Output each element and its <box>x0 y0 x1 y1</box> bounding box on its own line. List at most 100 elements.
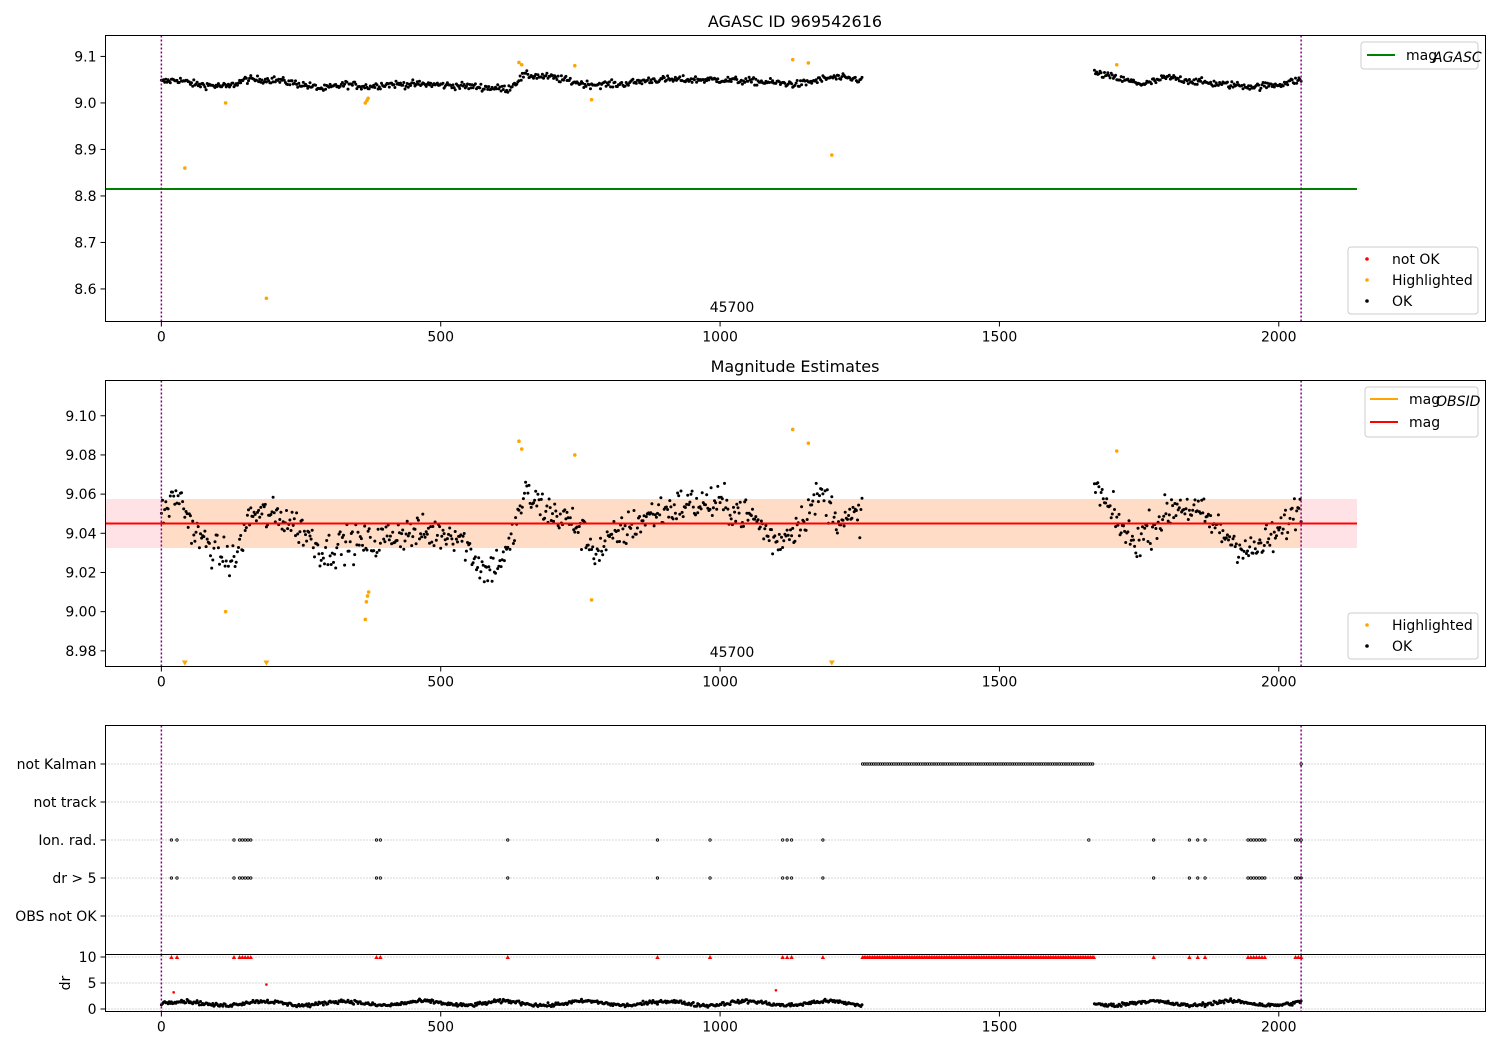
agasc-ok-point <box>192 78 196 82</box>
agasc-ok-point <box>340 81 344 84</box>
dr-xtick-label: 0 <box>157 1020 166 1036</box>
flag-point <box>655 838 660 842</box>
agasc-ytick-label: 9.0 <box>74 96 96 112</box>
mag-ok-point <box>1137 538 1141 542</box>
flag-point <box>1087 838 1091 842</box>
mag-ok-point <box>1285 537 1289 541</box>
dr-ok-point <box>197 1003 201 1007</box>
mag-ok-point <box>226 564 230 568</box>
mag-ok-point <box>496 567 500 571</box>
mag-legend-subscript: OBSID <box>1436 394 1481 410</box>
mag-ok-point <box>526 491 530 495</box>
mag-ok-point <box>166 507 170 511</box>
mag-ok-point <box>285 509 288 512</box>
agasc-ok-point <box>1186 82 1190 86</box>
agasc-ok-point <box>771 79 775 83</box>
mag-ok-point <box>355 543 359 547</box>
mag-ok-point <box>1122 524 1125 528</box>
mag-ok-point <box>1247 554 1251 558</box>
mag-ok-point <box>736 506 740 510</box>
agasc-ok-point <box>1247 84 1251 88</box>
dr-ok-point <box>307 1002 311 1006</box>
agasc-ok-point <box>501 88 505 91</box>
agasc-ok-point <box>1265 86 1268 90</box>
agasc-ok-point <box>640 82 644 86</box>
agasc-ok-point <box>620 81 624 84</box>
mag-ok-point <box>401 528 405 532</box>
mag-ok-point <box>557 526 561 530</box>
mag-ok-point <box>790 534 794 538</box>
mag-ok-point <box>1141 525 1144 529</box>
mag-ok-point <box>413 527 417 531</box>
mag-ok-point <box>507 536 511 540</box>
agasc-legend-marker <box>1365 278 1369 282</box>
mag-ok-point <box>414 542 418 546</box>
agasc-ok-point <box>278 80 282 84</box>
agasc-ok-point <box>294 79 297 83</box>
dr-ok-point <box>745 998 749 1002</box>
mag-ok-point <box>1161 518 1165 522</box>
mag-ok-point <box>565 510 569 514</box>
dr-ok-point <box>336 1002 340 1006</box>
mag-ok-point <box>820 487 824 491</box>
mag-ok-point <box>651 512 655 516</box>
panel-mag-estimates: 0 500 1000 1500 2000 8.98 9.00 9.02 9.04 9.06 9.08… <box>65 380 1481 691</box>
mag-ok-point <box>1184 507 1188 511</box>
mag-ok-point <box>735 502 739 506</box>
mag-ok-point <box>443 538 447 542</box>
agasc-highlighted-point <box>790 57 795 62</box>
dr-capped-marker <box>169 955 174 959</box>
mag-ok-point <box>837 520 840 524</box>
mag-ok-point <box>1275 534 1278 538</box>
dr-capped-marker <box>1195 955 1200 959</box>
mag-ok-point <box>220 555 224 559</box>
dr-outlier-point <box>172 991 175 994</box>
agasc-ok-point <box>715 80 719 84</box>
dr-capped-marker <box>245 955 251 959</box>
flag-point <box>1260 876 1264 880</box>
agasc-ok-point <box>749 80 753 84</box>
mag-ok-point <box>321 556 325 560</box>
agasc-ok-point <box>774 81 778 85</box>
mag-ok-point <box>589 537 592 541</box>
dr-ok-point <box>439 1000 443 1004</box>
dr-ok-point <box>679 999 683 1003</box>
mag-ok-point <box>843 510 847 514</box>
flag-point <box>240 876 244 880</box>
mag-ok-point <box>231 544 235 548</box>
agasc-ok-point <box>466 82 469 86</box>
dr-ok-point <box>1203 1005 1207 1009</box>
mag-ok-point <box>556 524 560 528</box>
mag-highlighted-point <box>365 594 370 598</box>
agasc-ok-point <box>777 80 781 84</box>
mag-ok-point <box>786 533 790 537</box>
mag-ok-point <box>502 559 506 563</box>
mag-ok-point <box>435 533 439 537</box>
mag-ok-point <box>851 505 855 509</box>
agasc-legend-marker <box>1365 257 1369 261</box>
agasc-ok-point <box>378 87 382 91</box>
dr-ok-point <box>459 1002 463 1005</box>
agasc-ok-point <box>1110 73 1114 77</box>
agasc-ok-point <box>714 77 718 81</box>
mag-ok-point <box>797 534 801 538</box>
agasc-ok-point <box>562 78 566 82</box>
agasc-legend-subscript: AGASC <box>1432 50 1482 66</box>
mag-ok-point <box>623 524 627 528</box>
agasc-ok-point <box>1118 78 1122 82</box>
agasc-ok-point <box>498 85 502 89</box>
mag-ok-point <box>454 537 458 541</box>
mag-ok-point <box>324 546 328 549</box>
mag-ok-point <box>222 535 226 539</box>
mag-ok-point <box>1240 548 1244 552</box>
mag-ok-point <box>301 543 305 547</box>
agasc-ok-point <box>1177 79 1181 83</box>
mag-ok-point <box>1262 544 1266 547</box>
agasc-ok-point <box>1261 81 1265 84</box>
agasc-ytick-label: 8.9 <box>74 142 96 158</box>
mag-legend-label: mag <box>1409 415 1440 431</box>
dr-ok-point <box>641 999 645 1003</box>
agasc-highlighted-point <box>1114 62 1119 67</box>
mag-ok-point <box>319 558 323 562</box>
mag-ok-point <box>1237 555 1241 559</box>
